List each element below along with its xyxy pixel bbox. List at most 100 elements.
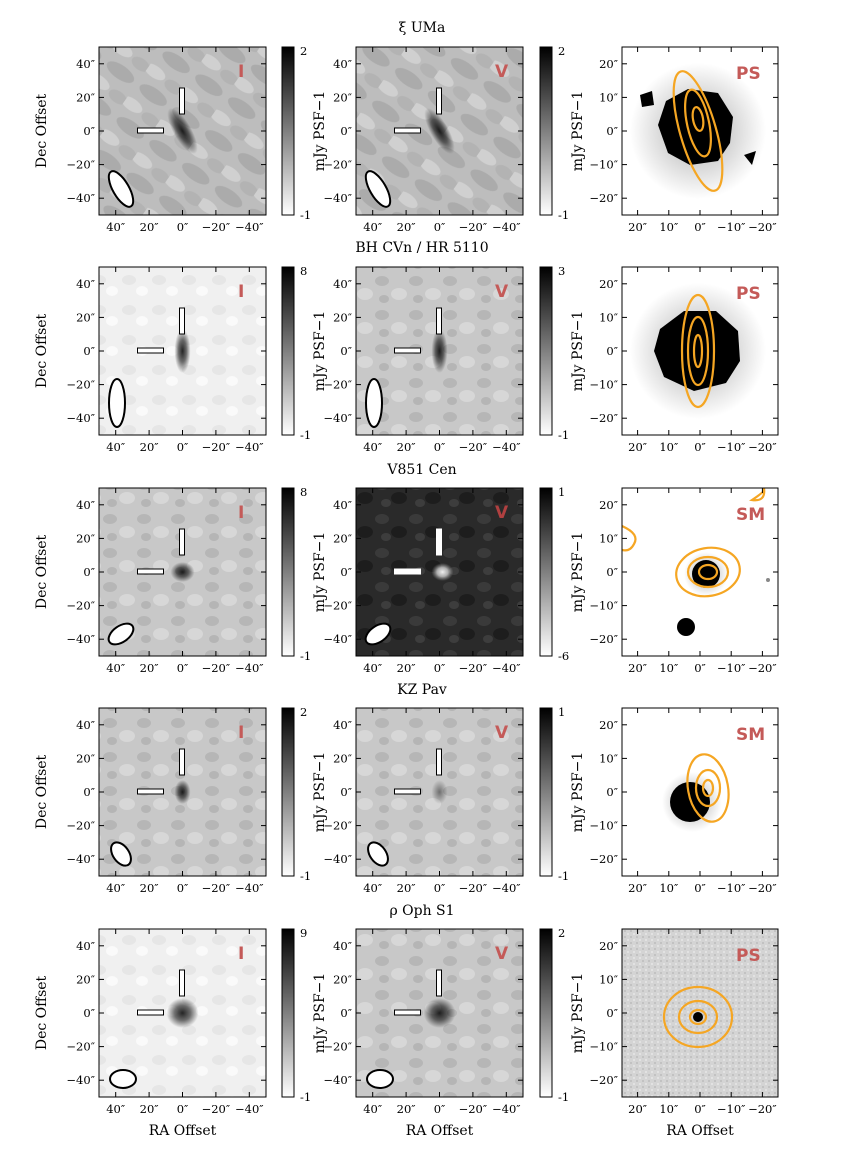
colorbar-min-label: -1 [300, 1090, 311, 1104]
panel-frame [621, 266, 779, 436]
y-tick-label: 10″ [599, 751, 619, 765]
stokes-i-tag: I [238, 62, 244, 82]
position-marker-vertical [179, 307, 185, 335]
x-tick-label: 20″ [628, 220, 648, 234]
position-marker-vertical [179, 87, 185, 115]
x-tick-label: −20″ [459, 881, 488, 895]
y-tick-label: −20″ [66, 378, 95, 392]
stokes-v-panel: V 40″ 40″ 20″ 20″ 0″ 0″ −20″ −20″ −40″ −40″ 1 -6 mJy … [323, 485, 586, 675]
row-title: BH CVn / HR 5110 [355, 240, 488, 256]
colorbar-max-label: 1 [558, 485, 565, 499]
radio-contour [672, 70, 724, 192]
colorbar [539, 266, 553, 436]
x-tick-label: −20″ [202, 881, 231, 895]
star-spike [744, 151, 756, 165]
source-emission [170, 562, 195, 582]
y-axis-label: Dec Offset [34, 534, 50, 609]
stokes-i-panel: I 40″ 40″ 20″ 20″ 0″ 0″ −20″ −20″ −40″ −40″ 2 -1 mJy … [66, 705, 328, 895]
panel-frame [621, 928, 779, 1098]
y-tick-label: 20″ [333, 751, 353, 765]
colorbar-label: mJy PSF−1 [312, 532, 328, 613]
y-tick-label: −20″ [589, 411, 618, 425]
beam-ellipse [109, 1069, 137, 1089]
radio-contour [622, 524, 637, 552]
optical-image-layer [622, 929, 778, 1097]
x-tick-label: 40″ [363, 1102, 383, 1116]
y-tick-label: −20″ [323, 1040, 352, 1054]
x-tick-label: −40″ [235, 661, 264, 675]
panel-frame [355, 487, 524, 657]
beam-ellipse [367, 841, 389, 867]
y-tick-label: 0″ [83, 344, 95, 358]
y-tick-label: −40″ [323, 632, 352, 646]
x-tick-label: 20″ [397, 440, 417, 454]
x-tick-label: −10″ [717, 881, 746, 895]
x-tick-label: 20″ [397, 1102, 417, 1116]
y-tick-label: −40″ [323, 411, 352, 425]
radio-contour [691, 106, 705, 132]
y-tick-label: −40″ [323, 191, 352, 205]
x-tick-label: −20″ [202, 661, 231, 675]
colorbar-label: mJy PSF−1 [570, 311, 586, 392]
radio-contour [694, 768, 722, 808]
position-marker-horizontal [137, 788, 164, 795]
optical-image-layer [622, 708, 778, 876]
radio-contour [677, 999, 719, 1035]
colorbar-min-label: -1 [558, 869, 569, 883]
source-emission [174, 329, 191, 373]
beam-ellipse [110, 841, 132, 867]
y-axis-label: Dec Offset [34, 975, 50, 1050]
x-tick-label: −20″ [202, 220, 231, 234]
x-tick-label: 10″ [659, 881, 679, 895]
radio-contour [692, 333, 704, 369]
y-tick-label: 40″ [333, 498, 353, 512]
optical-survey-tag: SM [736, 725, 765, 745]
colorbar [539, 46, 553, 216]
colorbar-label: mJy PSF−1 [570, 973, 586, 1054]
position-marker-vertical [436, 307, 442, 335]
position-marker-horizontal [137, 347, 164, 354]
y-tick-label: 40″ [76, 498, 96, 512]
panel-frame [621, 707, 779, 877]
x-tick-label: 0″ [694, 881, 706, 895]
radio-contour [686, 315, 710, 387]
y-tick-label: 20″ [333, 531, 353, 545]
x-tick-label: 0″ [434, 440, 446, 454]
y-tick-label: 0″ [340, 124, 352, 138]
stokes-i-tag: I [238, 503, 244, 523]
radio-contour [680, 293, 716, 409]
y-tick-label: 0″ [340, 1006, 352, 1020]
panel-frame [355, 707, 524, 877]
colorbar-label: mJy PSF−1 [312, 91, 328, 172]
y-tick-label: −20″ [323, 378, 352, 392]
row-title: ρ Oph S1 [389, 903, 454, 919]
y-tick-label: −20″ [589, 191, 618, 205]
colorbar-min-label: -1 [300, 208, 311, 222]
radio-contour [701, 778, 715, 798]
y-tick-label: −10″ [589, 599, 618, 613]
x-tick-label: 40″ [363, 220, 383, 234]
position-marker-horizontal [137, 568, 164, 575]
y-tick-label: 40″ [333, 57, 353, 71]
y-tick-label: 0″ [606, 344, 618, 358]
x-tick-label: −40″ [492, 220, 521, 234]
y-tick-label: 20″ [76, 531, 96, 545]
colorbar-min-label: -1 [558, 208, 569, 222]
x-tick-label: 20″ [140, 1102, 160, 1116]
star [693, 1012, 703, 1022]
x-tick-label: −10″ [717, 220, 746, 234]
colorbar [281, 707, 295, 877]
position-marker-horizontal [394, 568, 421, 575]
x-tick-label: 20″ [628, 661, 648, 675]
y-tick-label: 40″ [76, 277, 96, 291]
position-marker-vertical [436, 528, 442, 556]
source-emission [424, 108, 455, 154]
x-tick-label: −20″ [459, 220, 488, 234]
x-tick-label: 20″ [140, 881, 160, 895]
panel-frame [98, 487, 267, 657]
position-marker-horizontal [394, 127, 421, 134]
y-tick-label: −40″ [66, 191, 95, 205]
colorbar [539, 928, 553, 1098]
